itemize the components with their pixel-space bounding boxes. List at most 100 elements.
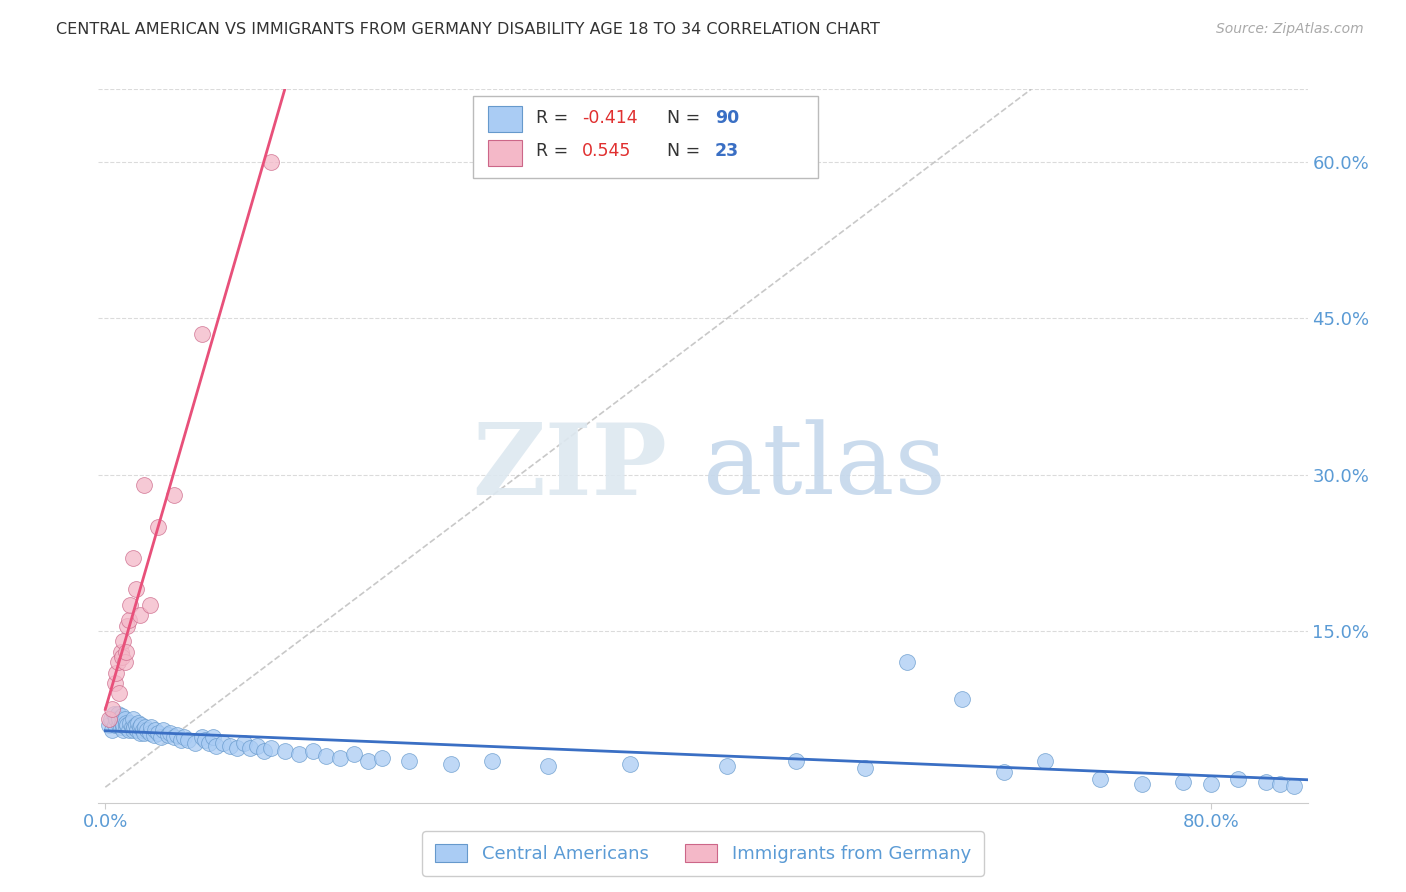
Point (104, 676, 127, 690)
Point (134, 720, 156, 734)
Point (205, 739, 228, 753)
Point (225, 740, 247, 755)
Point (100, 713, 122, 727)
Text: 23: 23 (716, 143, 740, 161)
Point (101, 702, 124, 716)
Text: ZIP: ZIP (472, 419, 666, 516)
Point (156, 728, 179, 742)
Point (122, 723, 145, 737)
Point (398, 754, 420, 768)
Point (146, 520, 169, 534)
Point (146, 726, 169, 740)
Point (103, 707, 125, 722)
Point (127, 723, 149, 737)
Point (1090, 772, 1112, 786)
Point (211, 736, 233, 750)
Point (121, 720, 143, 734)
Point (1268, 777, 1291, 791)
Bar (474, 96, 818, 178)
Point (1256, 775, 1278, 789)
Point (143, 723, 166, 737)
Point (98, 717, 121, 731)
Text: R =: R = (536, 109, 574, 127)
Point (128, 715, 150, 730)
Point (202, 730, 225, 744)
Legend: Central Americans, Immigrants from Germany: Central Americans, Immigrants from Germa… (422, 831, 984, 876)
Point (115, 645, 138, 659)
Point (128, 608, 150, 623)
Point (357, 754, 380, 768)
Point (105, 713, 128, 727)
Bar (488, 106, 522, 132)
Point (101, 723, 124, 737)
Point (315, 748, 337, 763)
Point (108, 717, 131, 731)
Point (993, 764, 1015, 779)
Point (246, 739, 269, 753)
Point (274, 744, 297, 758)
Point (110, 720, 132, 734)
Point (301, 744, 323, 758)
Text: N =: N = (666, 143, 706, 161)
Text: R =: R = (536, 143, 574, 161)
Point (343, 747, 366, 761)
Point (1227, 772, 1250, 786)
Point (159, 726, 181, 740)
Point (232, 736, 254, 750)
Point (131, 723, 153, 737)
Point (1282, 779, 1305, 793)
Point (120, 715, 142, 730)
Point (1173, 775, 1195, 789)
Point (125, 582, 148, 597)
Point (115, 715, 138, 730)
Point (125, 717, 148, 731)
Point (163, 488, 186, 502)
Point (128, 726, 150, 740)
Point (105, 665, 128, 680)
Point (253, 744, 276, 758)
Point (132, 478, 155, 492)
Point (112, 634, 135, 648)
Point (114, 713, 136, 727)
Point (107, 655, 129, 669)
Point (124, 720, 146, 734)
Point (481, 754, 503, 768)
Point (108, 713, 131, 727)
Point (111, 709, 134, 723)
Point (118, 723, 141, 737)
Point (194, 733, 217, 747)
Text: atlas: atlas (703, 419, 946, 516)
Point (329, 751, 352, 765)
Point (191, 730, 214, 744)
Point (135, 723, 157, 737)
Point (117, 618, 139, 632)
Point (896, 655, 918, 669)
Point (112, 717, 135, 731)
Point (716, 759, 738, 773)
Point (139, 720, 162, 734)
Text: Source: ZipAtlas.com: Source: ZipAtlas.com (1216, 22, 1364, 37)
Point (166, 728, 188, 742)
Point (950, 691, 973, 706)
Point (619, 757, 641, 772)
Text: CENTRAL AMERICAN VS IMMIGRANTS FROM GERMANY DISABILITY AGE 18 TO 34 CORRELATION : CENTRAL AMERICAN VS IMMIGRANTS FROM GERM… (56, 22, 880, 37)
Point (536, 759, 558, 773)
Point (117, 717, 139, 731)
Point (128, 720, 150, 734)
Point (142, 728, 165, 742)
Point (440, 757, 463, 772)
Bar (488, 140, 522, 166)
Point (152, 723, 174, 737)
Text: N =: N = (666, 109, 706, 127)
Point (288, 747, 311, 761)
Point (149, 730, 172, 744)
Point (138, 598, 160, 612)
Point (111, 715, 134, 730)
Point (260, 740, 283, 755)
Point (122, 713, 145, 727)
Point (108, 686, 131, 700)
Text: 0.545: 0.545 (582, 143, 631, 161)
Point (120, 598, 142, 612)
Text: -0.414: -0.414 (582, 109, 638, 127)
Point (98, 713, 121, 727)
